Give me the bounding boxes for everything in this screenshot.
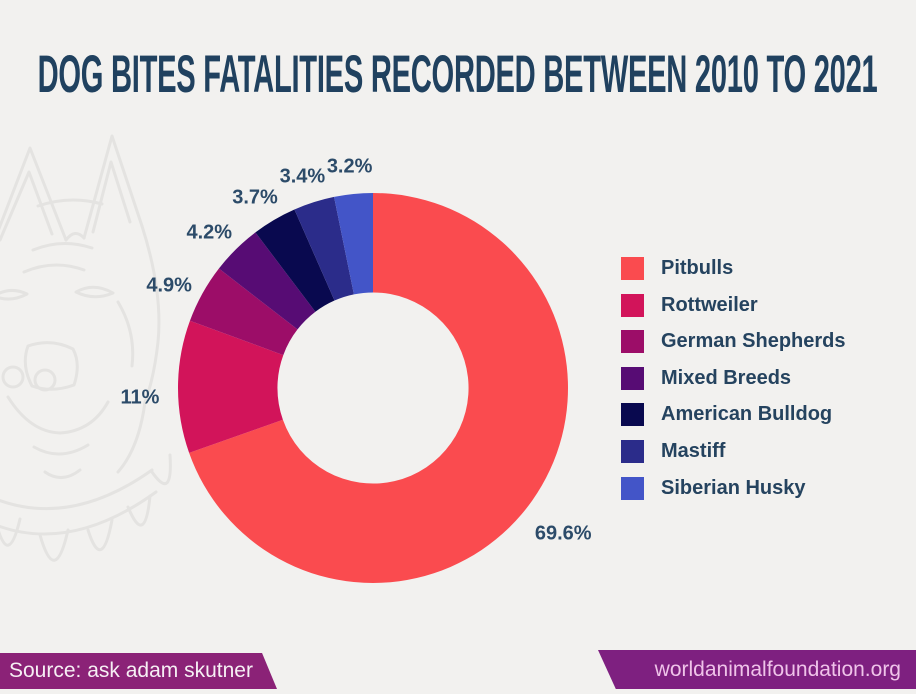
source-text: Source: ask adam skutner [9, 659, 253, 682]
legend-label-siberian-husky: Siberian Husky [661, 476, 806, 499]
title-bar: DOG BITES FATALITIES RECORDED BETWEEN 20… [0, 40, 916, 108]
legend-row-mixed-breeds: Mixed Breeds [621, 366, 846, 390]
legend-label-pitbulls: Pitbulls [661, 257, 734, 279]
value-label-mastiff: 3.4% [279, 165, 326, 188]
donut-segment-rottweiler [177, 320, 284, 453]
legend-swatch-siberian-husky [621, 476, 644, 500]
legend-swatch-american-bulldog [621, 403, 644, 427]
legend-swatch-rottweiler [621, 293, 644, 317]
donut-segment-mastiff [294, 196, 354, 301]
donut-segment-american-bulldog [255, 209, 335, 312]
legend-swatch-pitbulls [621, 257, 644, 280]
legend-row-rottweiler: Rottweiler [621, 293, 846, 317]
legend-row-american-bulldog: American Bulldog [621, 403, 846, 427]
legend-row-pitbulls: Pitbulls [621, 257, 846, 280]
source-banner: Source: ask adam skutner [0, 653, 277, 689]
legend-label-mixed-breeds: Mixed Breeds [661, 366, 792, 389]
legend-row-german-shepherds: German Shepherds [621, 330, 846, 354]
donut-segment-german-shepherds [189, 268, 298, 356]
legend-label-american-bulldog: American Bulldog [661, 403, 833, 426]
chart-legend: Pitbulls Rottweiler German Shepherds Mixed … [621, 257, 846, 513]
legend-swatch-mixed-breeds [621, 366, 644, 390]
value-label-siberian-husky: 3.2% [326, 155, 373, 178]
website-text: worldanimalfoundation.org [654, 657, 901, 681]
legend-swatch-mastiff [621, 439, 644, 463]
legend-label-german-shepherds: German Shepherds [661, 330, 846, 353]
value-label-rottweiler: 11% [120, 386, 160, 409]
legend-label-rottweiler: Rottweiler [661, 293, 758, 316]
donut-segment-mixed-breeds [218, 232, 316, 330]
donut-segment-siberian-husky [334, 193, 373, 295]
website-banner: worldanimalfoundation.org [598, 650, 916, 689]
legend-swatch-german-shepherds [621, 330, 644, 354]
legend-row-mastiff: Mastiff [621, 439, 846, 463]
legend-row-siberian-husky: Siberian Husky [621, 476, 846, 500]
legend-label-mastiff: Mastiff [661, 439, 726, 462]
page-title: DOG BITES FATALITIES RECORDED BETWEEN 20… [38, 44, 878, 104]
donut-chart [177, 193, 568, 583]
donut-segment-pitbulls [189, 193, 568, 583]
